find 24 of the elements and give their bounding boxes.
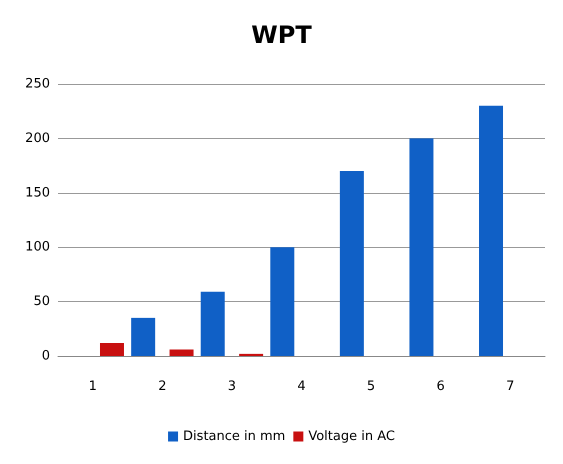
chart-title: WPT: [251, 21, 312, 49]
bar: [409, 138, 434, 356]
bar: [170, 349, 194, 356]
bar: [479, 106, 504, 356]
x-tick-label: 5: [366, 379, 376, 394]
y-tick-label: 0: [42, 348, 50, 364]
bar: [270, 247, 294, 356]
bar: [100, 342, 124, 356]
bar: [200, 292, 225, 356]
y-tick-label: 250: [25, 76, 50, 92]
x-tick-label: 4: [297, 379, 306, 394]
y-tick-label: 200: [25, 130, 50, 146]
x-tick-label: 3: [228, 379, 236, 394]
y-tick-label: 150: [25, 185, 50, 200]
y-tick-label: 100: [25, 240, 50, 255]
y-tick-label: 50: [33, 294, 50, 310]
x-tick-label: 7: [506, 379, 514, 394]
bar: [340, 171, 364, 356]
legend-label: Voltage in AC: [308, 429, 395, 444]
x-tick-label: 6: [436, 379, 445, 394]
x-tick-label: 2: [158, 379, 166, 394]
bar: [131, 318, 156, 356]
legend-label: Distance in mm: [183, 429, 286, 444]
x-tick-label: 1: [88, 379, 97, 394]
